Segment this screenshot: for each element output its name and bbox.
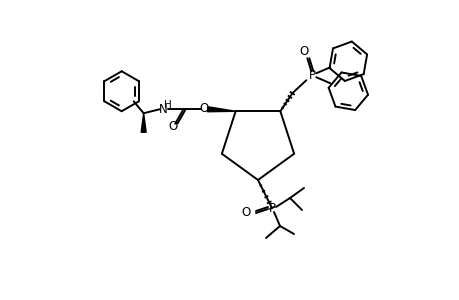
Text: P: P [308, 69, 315, 82]
Text: O: O [299, 45, 308, 58]
Text: H: H [163, 100, 171, 110]
Polygon shape [207, 107, 235, 112]
Polygon shape [141, 113, 146, 132]
Text: O: O [199, 102, 208, 115]
Text: N: N [159, 103, 168, 116]
Text: P: P [268, 202, 275, 214]
Text: O: O [168, 120, 177, 133]
Text: O: O [241, 206, 250, 218]
